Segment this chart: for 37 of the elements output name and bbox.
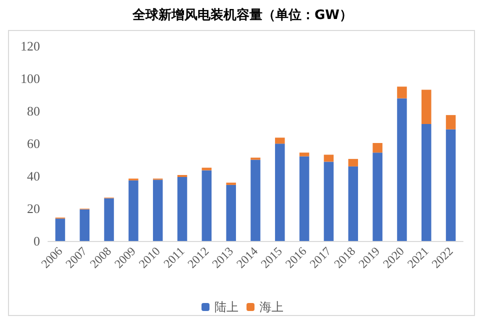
y-tick-label: 120 [20, 38, 40, 54]
y-tick-label: 20 [27, 201, 40, 216]
bar [250, 160, 260, 241]
bar [55, 218, 66, 241]
y-tick-label: 100 [20, 71, 40, 86]
bar [348, 166, 358, 241]
bar [324, 162, 334, 241]
bar [422, 90, 432, 124]
bar [299, 152, 310, 156]
bar [446, 115, 456, 130]
bar [446, 129, 456, 241]
bar [324, 154, 334, 162]
bar [275, 138, 285, 144]
legend-label: 海上 [260, 300, 284, 314]
bar [226, 184, 236, 241]
bar [372, 143, 382, 153]
y-tick-label: 80 [27, 104, 40, 118]
bar [202, 168, 212, 170]
bar [397, 86, 407, 98]
y-tick-label: 0 [34, 234, 40, 248]
bar [202, 170, 212, 241]
legend-label: 陆上 [214, 300, 238, 314]
y-tick-label: 40 [27, 168, 40, 184]
bar [177, 176, 188, 241]
x-tick-label: 2011 [160, 244, 188, 271]
bar [372, 152, 382, 241]
bar [299, 156, 310, 241]
bar [422, 124, 432, 241]
bar [104, 198, 114, 241]
bar [128, 180, 138, 241]
chart-title: 全球新增风电装机容量（单位：GW） [131, 6, 354, 24]
y-tick-label: 60 [27, 136, 40, 151]
bar [275, 144, 285, 241]
bar [397, 98, 407, 241]
bar [152, 180, 163, 241]
bar [80, 209, 90, 241]
bar [348, 158, 358, 166]
